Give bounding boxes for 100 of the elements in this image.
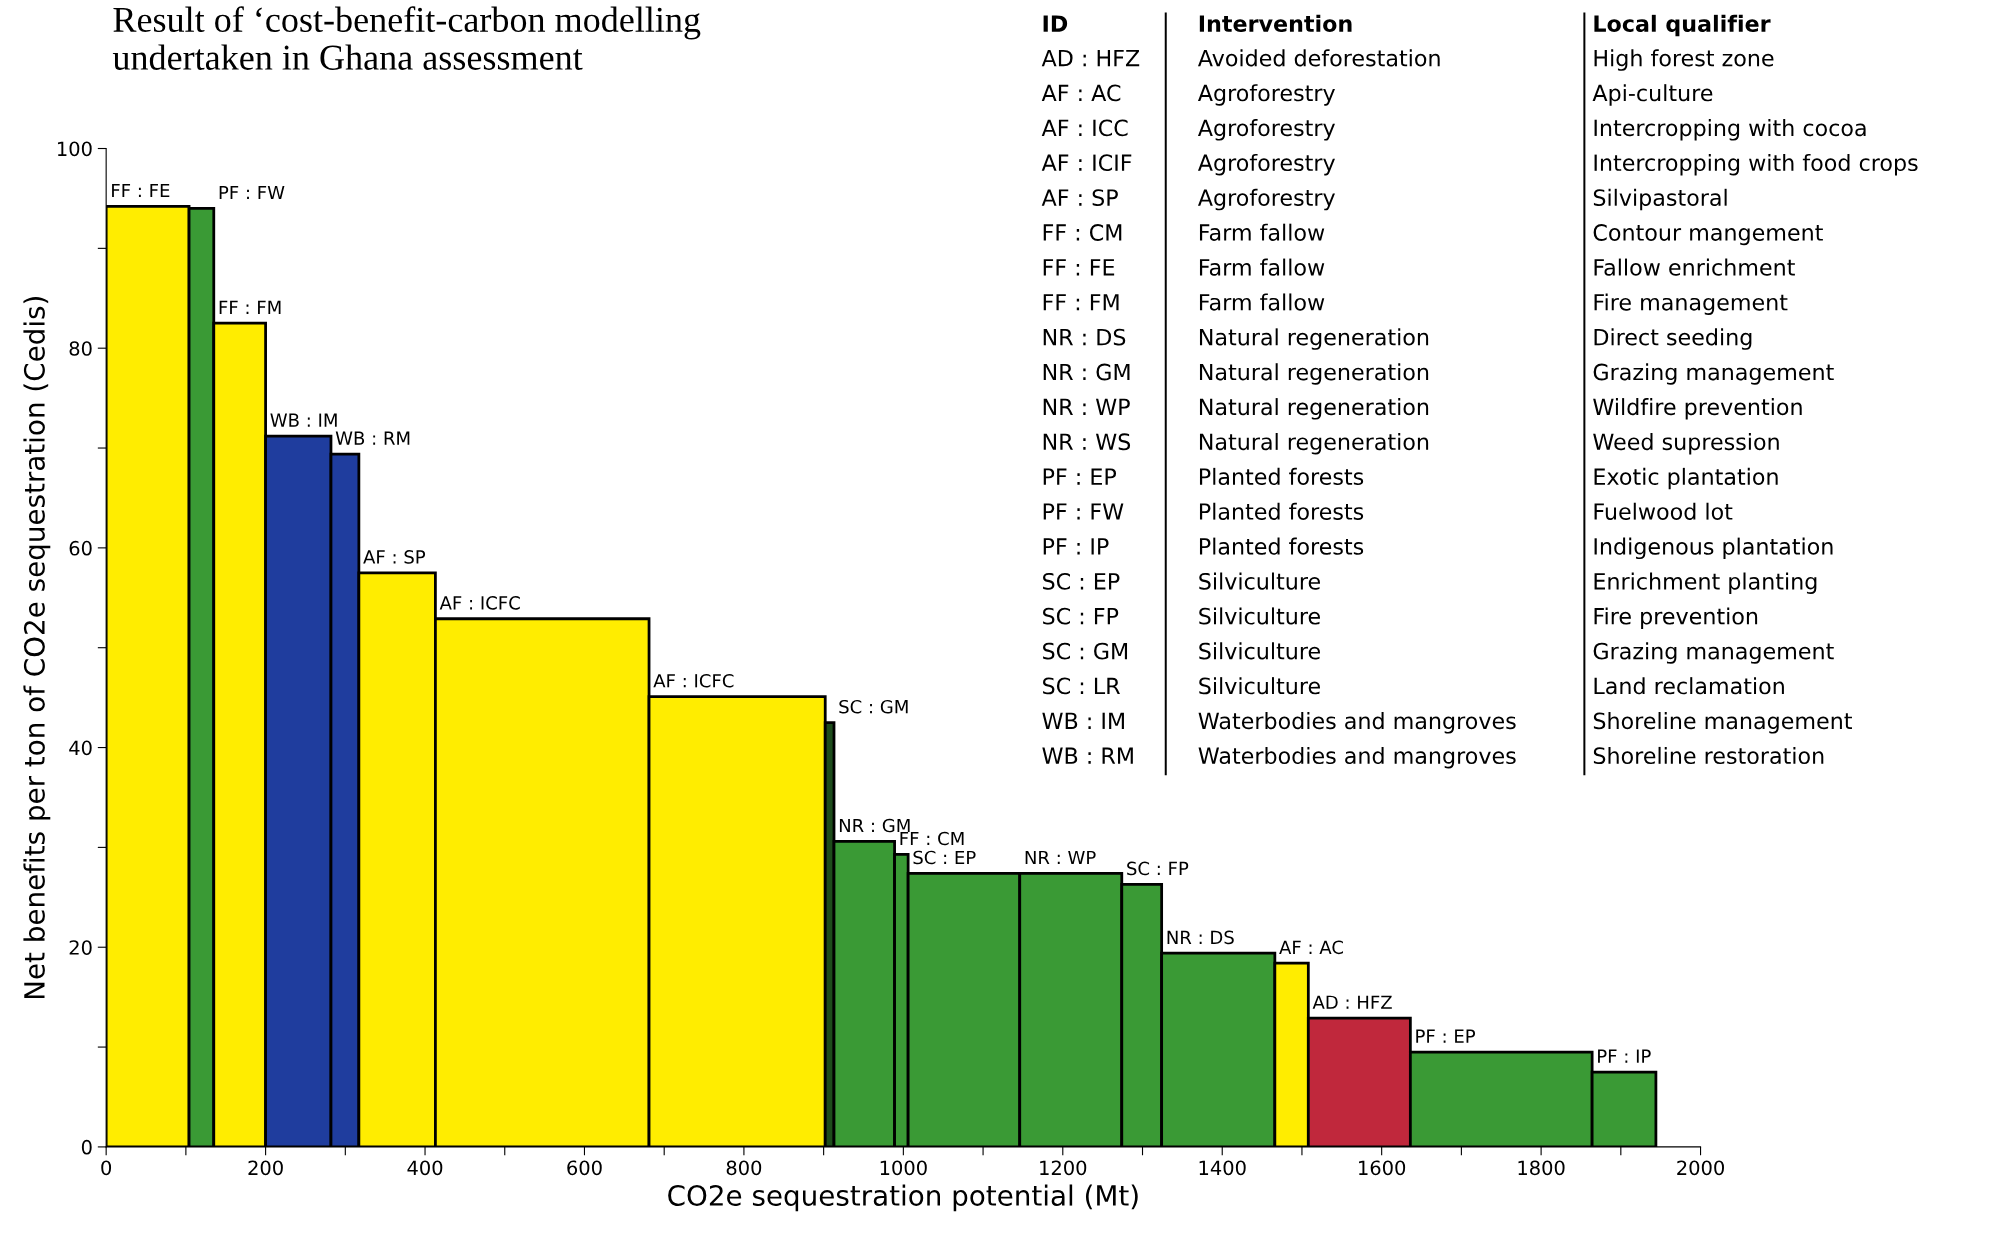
annotation: FF : CM xyxy=(1043,224,1122,241)
annotation: AF : ICIF xyxy=(1041,154,1132,172)
x-axis-title: CO2e sequestration potential (Mt) xyxy=(668,1184,1138,1212)
text: Agroforestry xyxy=(1197,84,1335,106)
text: Intercropping with cocoa xyxy=(1594,119,1866,141)
annotation: Farm fallow xyxy=(1199,258,1325,276)
annotation: Grazing management xyxy=(1593,642,1834,664)
annotation: WB : IM xyxy=(1042,712,1124,729)
annotation: Silviculture xyxy=(1199,572,1320,590)
y-tick-label: 100 xyxy=(57,141,92,157)
annotation: FF : CM xyxy=(900,831,964,846)
annotation: Natural regeneration xyxy=(1199,363,1429,385)
annotation: NR : WP xyxy=(1043,398,1130,415)
annotation: PF : EP xyxy=(1043,468,1117,485)
annotation: SC : FP xyxy=(1127,861,1189,876)
annotation: PF : IP xyxy=(1598,1049,1651,1063)
annotation: AD : HFZ xyxy=(1312,995,1392,1009)
annotation: Waterbodies and mangroves xyxy=(1198,746,1516,769)
annotation: AF : ICFC xyxy=(653,673,734,688)
annotation: NR : WP xyxy=(1025,850,1096,865)
annotation: Waterbodies and mangroves xyxy=(1198,712,1516,734)
annotation: AF : SP xyxy=(1041,189,1118,206)
text: ID xyxy=(1043,15,1068,32)
annotation: PF : FW xyxy=(219,185,285,200)
annotation: Wildfire prevention xyxy=(1593,398,1802,420)
annotation: Natural regeneration xyxy=(1199,432,1429,455)
text: High forest zone xyxy=(1594,49,1774,71)
annotation: PF : IP xyxy=(1043,538,1109,555)
annotation: PF : FW xyxy=(1043,503,1124,520)
annotation: Land reclamation xyxy=(1594,677,1784,695)
annotation: SC : GM xyxy=(1043,642,1128,660)
annotation: AF : ICFC xyxy=(439,596,520,610)
annotation: Silvipastoral xyxy=(1593,188,1727,211)
annotation: Agroforestry xyxy=(1197,188,1335,211)
annotation: NR : DS xyxy=(1043,328,1126,346)
annotation: SC : FP xyxy=(1043,607,1119,625)
annotation: WB : RM xyxy=(1042,747,1133,764)
annotation: Grazing management xyxy=(1593,363,1834,385)
annotation: Fire prevention xyxy=(1594,607,1758,629)
x-tick-label: 2000 xyxy=(1677,1160,1724,1176)
y-axis-title: Net benefits per ton of CO2e sequestration (Cedis) xyxy=(23,297,51,999)
text: Agroforestry xyxy=(1197,119,1335,141)
annotation: NR : GM xyxy=(1043,363,1130,381)
annotation: Shoreline restoration xyxy=(1593,746,1824,765)
text: Local qualifier xyxy=(1594,14,1771,37)
y-tick-label: 40 xyxy=(69,740,92,756)
x-tick-label: 1400 xyxy=(1199,1160,1246,1176)
x-tick-label: 400 xyxy=(407,1160,443,1176)
y-tick-label: 60 xyxy=(69,540,92,556)
annotation: Farm fallow xyxy=(1199,293,1325,311)
x-tick-label: 1800 xyxy=(1518,1160,1565,1176)
text: Api-culture xyxy=(1592,84,1713,106)
y-tick-label: 20 xyxy=(69,940,92,955)
annotation: Fuelwood lot xyxy=(1594,502,1733,520)
x-tick-label: 600 xyxy=(567,1160,602,1176)
annotation: Natural regeneration xyxy=(1199,398,1429,420)
annotation: SC : EP xyxy=(1043,572,1120,590)
annotation: Fallow enrichment xyxy=(1594,258,1795,276)
annotation: Natural regeneration xyxy=(1199,328,1429,350)
x-tick-label: 0 xyxy=(101,1160,112,1176)
x-tick-label: 1600 xyxy=(1359,1160,1406,1176)
annotation: NR : DS xyxy=(1167,930,1234,945)
text: AD : HFZ xyxy=(1041,49,1140,67)
y-tick-label: 0 xyxy=(81,1139,92,1155)
annotation: Planted forests xyxy=(1199,467,1364,486)
x-tick-label: 800 xyxy=(726,1160,762,1176)
annotation: FF : FM xyxy=(219,300,281,314)
annotation: SC : EP xyxy=(913,850,976,865)
text: Intervention xyxy=(1199,14,1352,33)
annotation: Indigenous plantation xyxy=(1594,537,1833,560)
annotation: SC : LR xyxy=(1043,677,1120,695)
annotation: Fire management xyxy=(1594,293,1788,315)
annotation: PF : EP xyxy=(1416,1029,1476,1043)
annotation: Silviculture xyxy=(1199,642,1320,660)
annotation: NR : WS xyxy=(1043,433,1131,451)
annotation: WB : IM xyxy=(270,413,337,427)
annotation: Contour mangement xyxy=(1593,224,1823,246)
annotation: FF : FE xyxy=(112,183,170,198)
text: Avoided deforestation xyxy=(1197,49,1440,67)
annotation: FF : FM xyxy=(1043,294,1119,311)
annotation: Silviculture xyxy=(1199,607,1320,625)
annotation: Shoreline management xyxy=(1593,712,1852,734)
x-tick-label: 200 xyxy=(248,1160,283,1176)
annotation: Enrichment planting xyxy=(1594,572,1817,595)
annotation: NR : GM xyxy=(839,818,910,833)
annotation: FF : FE xyxy=(1043,259,1115,276)
annotation: Direct seeding xyxy=(1594,328,1752,350)
annotation: Exotic plantation xyxy=(1594,467,1778,490)
annotation: Intercropping with food crops xyxy=(1594,153,1918,176)
text: AF : AC xyxy=(1041,84,1121,102)
annotation: Weed supression xyxy=(1593,432,1779,455)
y-tick-label: 80 xyxy=(69,341,92,356)
annotation: Silviculture xyxy=(1199,677,1320,695)
x-tick-label: 1000 xyxy=(880,1160,927,1176)
annotation: AF : AC xyxy=(1279,940,1343,955)
text: AF : ICC xyxy=(1041,119,1128,137)
x-tick-label: 1200 xyxy=(1040,1160,1087,1176)
chart-title: Result of ‘cost-benefit-carbon modelling undertaken in Ghana assessment xyxy=(112,6,701,70)
annotation: Agroforestry xyxy=(1197,153,1335,176)
annotation: WB : RM xyxy=(335,431,410,445)
